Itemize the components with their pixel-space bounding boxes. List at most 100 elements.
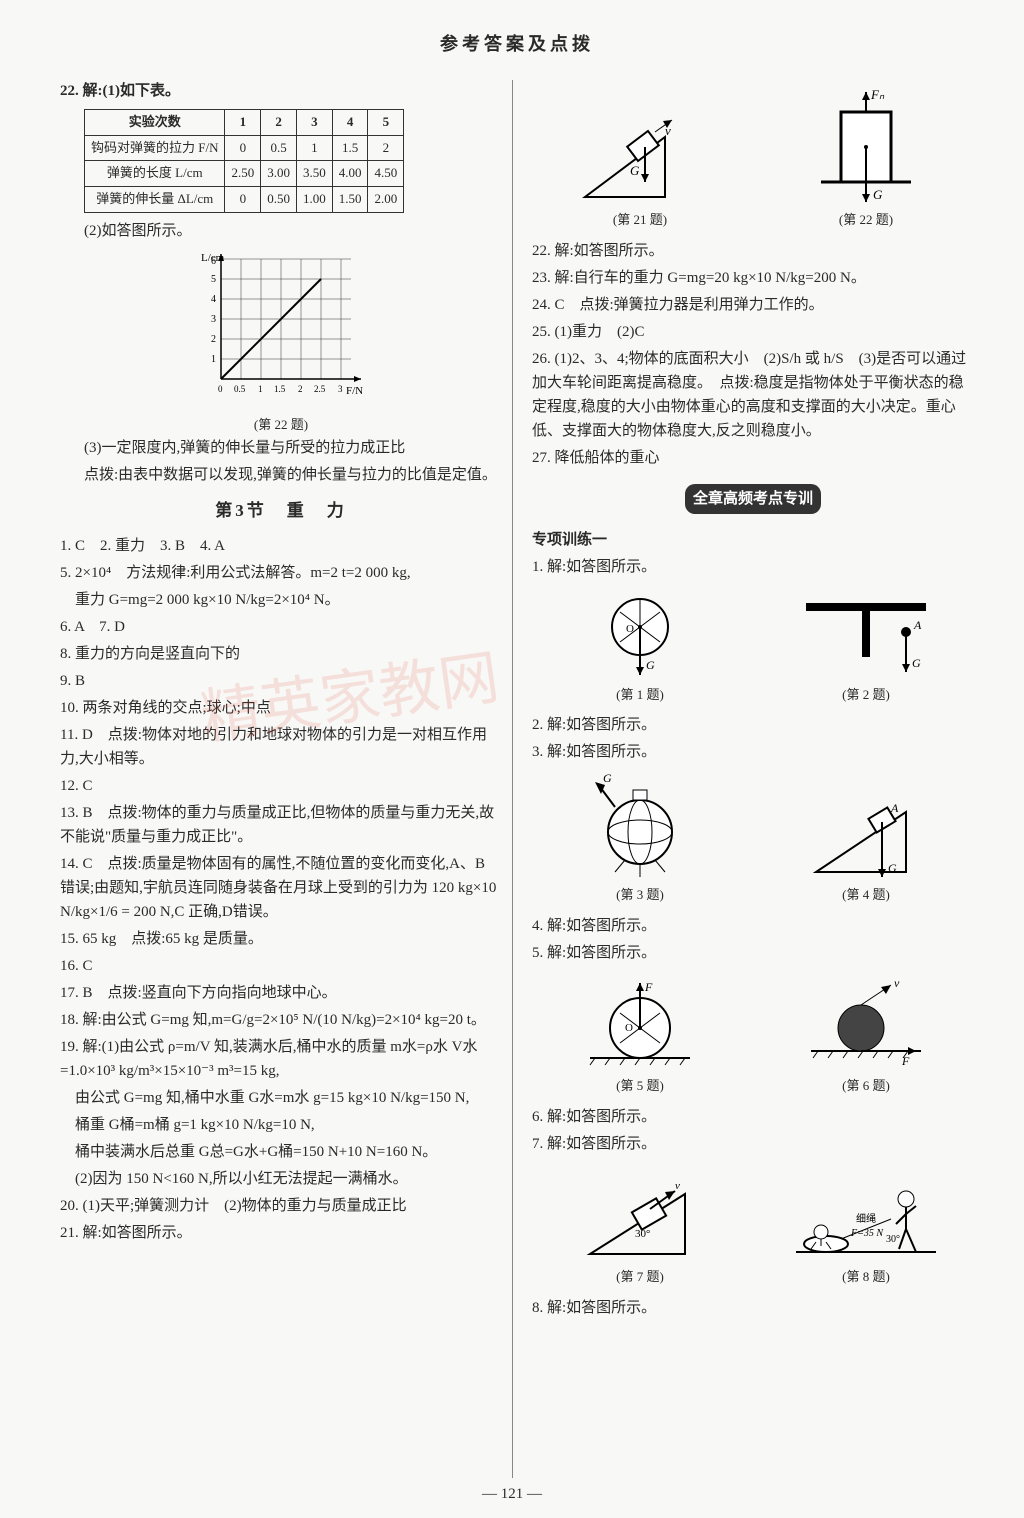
- svg-text:G: G: [603, 772, 612, 785]
- figure-1: GO (第 1 题): [532, 587, 748, 706]
- table-header: 实验次数 1 2 3 4 5: [85, 109, 404, 135]
- fig-caption: (第 21 题): [532, 210, 748, 231]
- figure-6: vF (第 6 题): [758, 973, 974, 1097]
- answer-line: 3. 解:如答图所示。: [532, 740, 974, 764]
- page-header: 参考答案及点拨: [60, 30, 974, 59]
- svg-text:F: F: [644, 980, 653, 994]
- svg-text:F/N: F/N: [346, 385, 363, 397]
- figure-22: Fₙ G (第 22 题): [758, 87, 974, 231]
- th: 3: [296, 109, 332, 135]
- svg-text:3: 3: [338, 384, 343, 394]
- page-number: — 121 —: [0, 1482, 1024, 1506]
- left-column: 22. 解:(1)如下表。 实验次数 1 2 3 4 5 钩码对弹簧的拉力 F/…: [60, 79, 502, 1323]
- answer-line: 10. 两条对角线的交点;球心;中点: [60, 696, 502, 720]
- svg-text:5: 5: [211, 274, 216, 285]
- answer-line: 重力 G=mg=2 000 kg×10 N/kg=2×10⁴ N。: [60, 588, 502, 612]
- line-chart: L/cm F/N 123456 00.511.522.53: [191, 249, 371, 409]
- answer-line: 8. 重力的方向是竖直向下的: [60, 642, 502, 666]
- q22-intro: 22. 解:(1)如下表。: [60, 79, 502, 103]
- answer-line: 8. 解:如答图所示。: [532, 1296, 974, 1320]
- svg-text:v: v: [675, 1180, 680, 1192]
- svg-text:G: G: [646, 658, 655, 672]
- svg-text:O: O: [625, 1022, 633, 1034]
- answer-line: 9. B: [60, 669, 502, 693]
- answer-line: 2. 解:如答图所示。: [532, 713, 974, 737]
- svg-text:6: 6: [211, 256, 216, 267]
- figure-2: AG (第 2 题): [758, 587, 974, 706]
- figure-3: G (第 3 题): [532, 772, 748, 906]
- experiment-table: 实验次数 1 2 3 4 5 钩码对弹簧的拉力 F/N00.511.52 弹簧的…: [84, 109, 404, 213]
- answer-line: 16. C: [60, 954, 502, 978]
- figure-8: 细绳F=35 N30° (第 8 题): [758, 1164, 974, 1288]
- th: 2: [261, 109, 297, 135]
- svg-text:2: 2: [298, 384, 303, 394]
- answer-line: 桶中装满水后总重 G总=G水+G桶=150 N+10 N=160 N。: [60, 1140, 502, 1164]
- svg-text:0: 0: [218, 384, 223, 394]
- svg-text:4: 4: [211, 294, 216, 305]
- chart-caption: (第 22 题): [60, 415, 502, 436]
- answer-line: 桶重 G桶=m桶 g=1 kg×10 N/kg=10 N,: [60, 1113, 502, 1137]
- svg-text:A: A: [890, 801, 899, 815]
- answer-line: 26. (1)2、3、4;物体的底面积大小 (2)S/h 或 h/S (3)是否…: [532, 347, 974, 443]
- svg-text:G: G: [630, 163, 640, 178]
- right-body-2: 1. 解:如答图所示。: [532, 555, 974, 579]
- answer-line: 5. 解:如答图所示。: [532, 941, 974, 965]
- table-row: 弹簧的伸长量 ΔL/cm00.501.001.502.00: [85, 187, 404, 213]
- answer-line: 20. (1)天平;弹簧测力计 (2)物体的重力与质量成正比: [60, 1194, 502, 1218]
- answer-line: 24. C 点拨:弹簧拉力器是利用弹力工作的。: [532, 293, 974, 317]
- answer-line: 15. 65 kg 点拨:65 kg 是质量。: [60, 927, 502, 951]
- svg-text:0.5: 0.5: [234, 384, 246, 394]
- q22-part2: (2)如答图所示。: [60, 219, 502, 243]
- answer-line: 22. 解:如答图所示。: [532, 239, 974, 263]
- svg-text:细绳: 细绳: [856, 1212, 876, 1225]
- svg-text:F: F: [901, 1054, 910, 1068]
- svg-text:2.5: 2.5: [314, 384, 326, 394]
- svg-text:1: 1: [211, 354, 216, 365]
- answer-line: 11. D 点拨:物体对地的引力和地球对物体的引力是一对相互作用力,大小相等。: [60, 723, 502, 771]
- answer-line: 1. C 2. 重力 3. B 4. A: [60, 534, 502, 558]
- answer-line: 1. 解:如答图所示。: [532, 555, 974, 579]
- answer-line: 14. C 点拨:质量是物体固有的属性,不随位置的变化而变化,A、B 错误;由题…: [60, 852, 502, 924]
- answer-line: 7. 解:如答图所示。: [532, 1132, 974, 1156]
- answer-line: 17. B 点拨:竖直向下方向指向地球中心。: [60, 981, 502, 1005]
- svg-text:F=35 N: F=35 N: [850, 1228, 884, 1239]
- answer-line: 6. 解:如答图所示。: [532, 1105, 974, 1129]
- svg-text:2: 2: [211, 334, 216, 345]
- svg-text:G: G: [873, 187, 883, 202]
- q22-part3: (3)一定限度内,弹簧的伸长量与所受的拉力成正比: [60, 436, 502, 460]
- right-body-5: 6. 解:如答图所示。 7. 解:如答图所示。: [532, 1105, 974, 1156]
- answer-line: 27. 降低船体的重心: [532, 446, 974, 470]
- answer-line: 12. C: [60, 774, 502, 798]
- figure-4: AG (第 4 题): [758, 782, 974, 906]
- figure-21: G v (第 21 题): [532, 97, 748, 231]
- figure-5: OF (第 5 题): [532, 973, 748, 1097]
- right-body-3: 2. 解:如答图所示。 3. 解:如答图所示。: [532, 713, 974, 764]
- answer-line: 25. (1)重力 (2)C: [532, 320, 974, 344]
- svg-text:G: G: [888, 861, 897, 875]
- answer-line: (2)因为 150 N<160 N,所以小红无法提起一满桶水。: [60, 1167, 502, 1191]
- subhead: 专项训练一: [532, 528, 974, 552]
- svg-text:3: 3: [211, 314, 216, 325]
- th: 1: [225, 109, 261, 135]
- table-row: 钩码对弹簧的拉力 F/N00.511.52: [85, 135, 404, 161]
- training-banner: 全章高频考点专训: [685, 484, 821, 514]
- answer-line: 23. 解:自行车的重力 G=mg=20 kg×10 N/kg=200 N。: [532, 266, 974, 290]
- right-body-6: 8. 解:如答图所示。: [532, 1296, 974, 1320]
- answer-line: 18. 解:由公式 G=mg 知,m=G/g=2×10⁵ N/(10 N/kg)…: [60, 1008, 502, 1032]
- svg-text:v: v: [894, 976, 900, 990]
- column-divider: [512, 80, 513, 1478]
- th: 4: [332, 109, 368, 135]
- answer-line: 13. B 点拨:物体的重力与质量成正比,但物体的质量与重力无关,故不能说"质量…: [60, 801, 502, 849]
- answer-line: 由公式 G=mg 知,桶中水重 G水=m水 g=15 kg×10 N/kg=15…: [60, 1086, 502, 1110]
- svg-text:Fₙ: Fₙ: [870, 87, 885, 102]
- th: 5: [368, 109, 404, 135]
- section3-body: 1. C 2. 重力 3. B 4. A5. 2×10⁴ 方法规律:利用公式法解…: [60, 534, 502, 1245]
- figure-7: v30° (第 7 题): [532, 1169, 748, 1288]
- table-row: 弹簧的长度 L/cm2.503.003.504.004.50: [85, 161, 404, 187]
- answer-line: 6. A 7. D: [60, 615, 502, 639]
- right-body-1: 22. 解:如答图所示。 23. 解:自行车的重力 G=mg=20 kg×10 N…: [532, 239, 974, 470]
- answer-line: 21. 解:如答图所示。: [60, 1221, 502, 1245]
- svg-text:30°: 30°: [886, 1234, 900, 1245]
- answer-line: 4. 解:如答图所示。: [532, 914, 974, 938]
- right-column: G v (第 21 题) Fₙ G: [532, 79, 974, 1323]
